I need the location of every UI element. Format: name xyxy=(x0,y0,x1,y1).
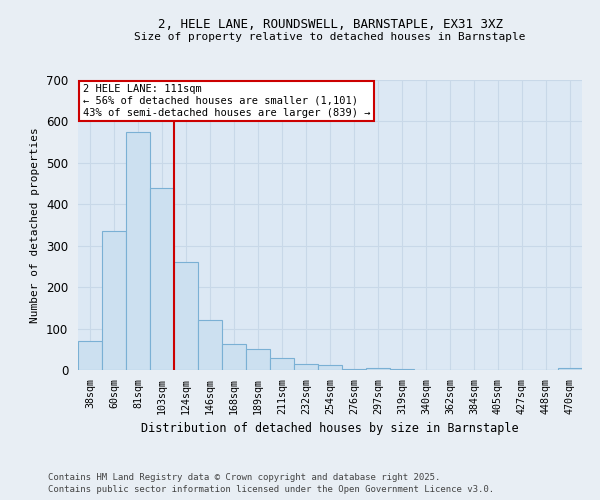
X-axis label: Distribution of detached houses by size in Barnstaple: Distribution of detached houses by size … xyxy=(141,422,519,435)
Bar xyxy=(390,369,414,370)
Bar xyxy=(246,350,270,370)
Bar xyxy=(342,369,366,370)
Bar xyxy=(198,320,222,370)
Bar xyxy=(78,341,102,370)
Bar xyxy=(318,364,342,370)
Bar xyxy=(150,188,174,370)
Bar xyxy=(366,368,390,370)
Bar xyxy=(126,132,150,370)
Text: Contains public sector information licensed under the Open Government Licence v3: Contains public sector information licen… xyxy=(48,485,494,494)
Bar xyxy=(174,262,198,370)
Y-axis label: Number of detached properties: Number of detached properties xyxy=(31,127,40,323)
Bar xyxy=(222,344,246,370)
Text: 2, HELE LANE, ROUNDSWELL, BARNSTAPLE, EX31 3XZ: 2, HELE LANE, ROUNDSWELL, BARNSTAPLE, EX… xyxy=(157,18,503,30)
Text: Size of property relative to detached houses in Barnstaple: Size of property relative to detached ho… xyxy=(134,32,526,42)
Bar xyxy=(102,231,126,370)
Text: Contains HM Land Registry data © Crown copyright and database right 2025.: Contains HM Land Registry data © Crown c… xyxy=(48,474,440,482)
Bar xyxy=(294,364,318,370)
Bar xyxy=(270,358,294,370)
Bar xyxy=(558,368,582,370)
Text: 2 HELE LANE: 111sqm
← 56% of detached houses are smaller (1,101)
43% of semi-det: 2 HELE LANE: 111sqm ← 56% of detached ho… xyxy=(83,84,371,117)
